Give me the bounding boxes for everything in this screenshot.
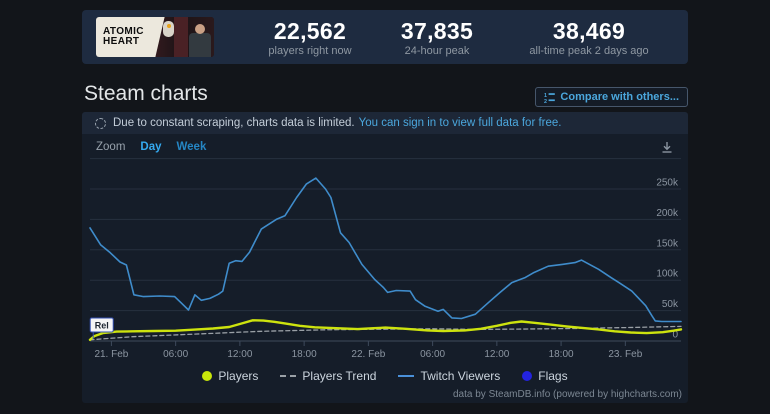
svg-text:2: 2 (544, 99, 547, 103)
notice-text: Due to constant scraping, charts data is… (113, 117, 355, 129)
chart-legend: Players Players Trend Twitch Viewers Flags (82, 369, 688, 383)
svg-text:12:00: 12:00 (227, 349, 252, 360)
download-arrow-icon (662, 142, 672, 153)
stat-24h-peak-value: 37,835 (400, 18, 474, 44)
svg-text:150k: 150k (656, 238, 679, 249)
capsule-art-red-stripe (174, 17, 188, 57)
download-chart-button[interactable] (660, 140, 676, 156)
svg-text:1: 1 (544, 92, 547, 98)
svg-text:Rel: Rel (95, 321, 109, 331)
stats-topbar: ATOMIC HEART 22,562 players right now 37… (82, 10, 688, 64)
stat-players-now-label: players right now (268, 45, 352, 57)
zoom-range-day[interactable]: Day (140, 141, 162, 153)
legend-item-flags[interactable]: Flags (522, 369, 568, 383)
legend-label: Players (218, 369, 259, 383)
svg-text:22. Feb: 22. Feb (351, 349, 385, 360)
stat-players-now-value: 22,562 (273, 18, 347, 44)
stat-players-now: 22,562 players right now (268, 19, 351, 57)
legend-marker-line (398, 375, 415, 377)
character-head-icon (195, 24, 205, 34)
stat-24h-peak: 37,835 24-hour peak (401, 19, 473, 57)
svg-text:06:00: 06:00 (420, 349, 445, 360)
svg-text:12:00: 12:00 (484, 349, 509, 360)
chart-svg[interactable]: 0 50k 100k 150k 200k 250k 21. Feb 06:00 12:00 18:… (82, 150, 688, 362)
page-title: Steam charts (84, 82, 208, 105)
svg-text:21. Feb: 21. Feb (94, 349, 128, 360)
ordered-list-icon: 1 2 (544, 92, 556, 103)
chart-zoom-toolbar: Zoom Day Week (96, 141, 206, 153)
chart-card: Zoom Day Week 0 50k 100k 150k 200k 250k 21. Fe… (82, 134, 688, 403)
character-figure-icon (189, 33, 211, 57)
robot-eye-icon (167, 24, 171, 28)
stat-alltime-peak: 38,469 all-time peak 2 days ago (529, 19, 648, 57)
legend-label: Flags (538, 369, 568, 383)
legend-label: Players Trend (302, 369, 377, 383)
svg-text:18:00: 18:00 (292, 349, 317, 360)
robot-figure-icon (163, 21, 174, 37)
legend-item-players-trend[interactable]: Players Trend (280, 369, 376, 383)
game-capsule-image[interactable]: ATOMIC HEART (96, 17, 214, 57)
svg-text:23. Feb: 23. Feb (608, 349, 642, 360)
dashed-spinner-icon (95, 117, 106, 129)
stat-alltime-peak-label: all-time peak 2 days ago (529, 45, 649, 57)
svg-text:200k: 200k (656, 208, 679, 219)
legend-item-players[interactable]: Players (202, 369, 258, 383)
legend-marker-circle (202, 371, 213, 381)
chart-credits[interactable]: data by SteamDB.info (powered by highcha… (453, 389, 682, 400)
svg-text:18:00: 18:00 (549, 349, 574, 360)
legend-item-twitch-viewers[interactable]: Twitch Viewers (398, 369, 500, 383)
legend-label: Twitch Viewers (420, 369, 501, 383)
svg-text:0: 0 (672, 330, 678, 341)
stat-alltime-peak-value: 38,469 (552, 18, 626, 44)
zoom-range-week[interactable]: Week (176, 141, 207, 153)
svg-text:06:00: 06:00 (163, 349, 188, 360)
sign-in-link[interactable]: You can sign in to view full data for fr… (358, 117, 562, 129)
svg-text:250k: 250k (656, 178, 679, 189)
zoom-label: Zoom (96, 141, 126, 153)
data-limited-notice: Due to constant scraping, charts data is… (82, 112, 688, 134)
svg-text:100k: 100k (656, 269, 679, 280)
svg-text:50k: 50k (662, 299, 679, 310)
game-logo-text: ATOMIC HEART (103, 26, 144, 47)
legend-marker-dashed-line (280, 375, 297, 377)
stat-24h-peak-label: 24-hour peak (404, 45, 470, 57)
compare-with-others-button[interactable]: 1 2 Compare with others... (535, 87, 688, 107)
legend-marker-circle (522, 371, 533, 381)
compare-button-label: Compare with others... (560, 91, 679, 103)
